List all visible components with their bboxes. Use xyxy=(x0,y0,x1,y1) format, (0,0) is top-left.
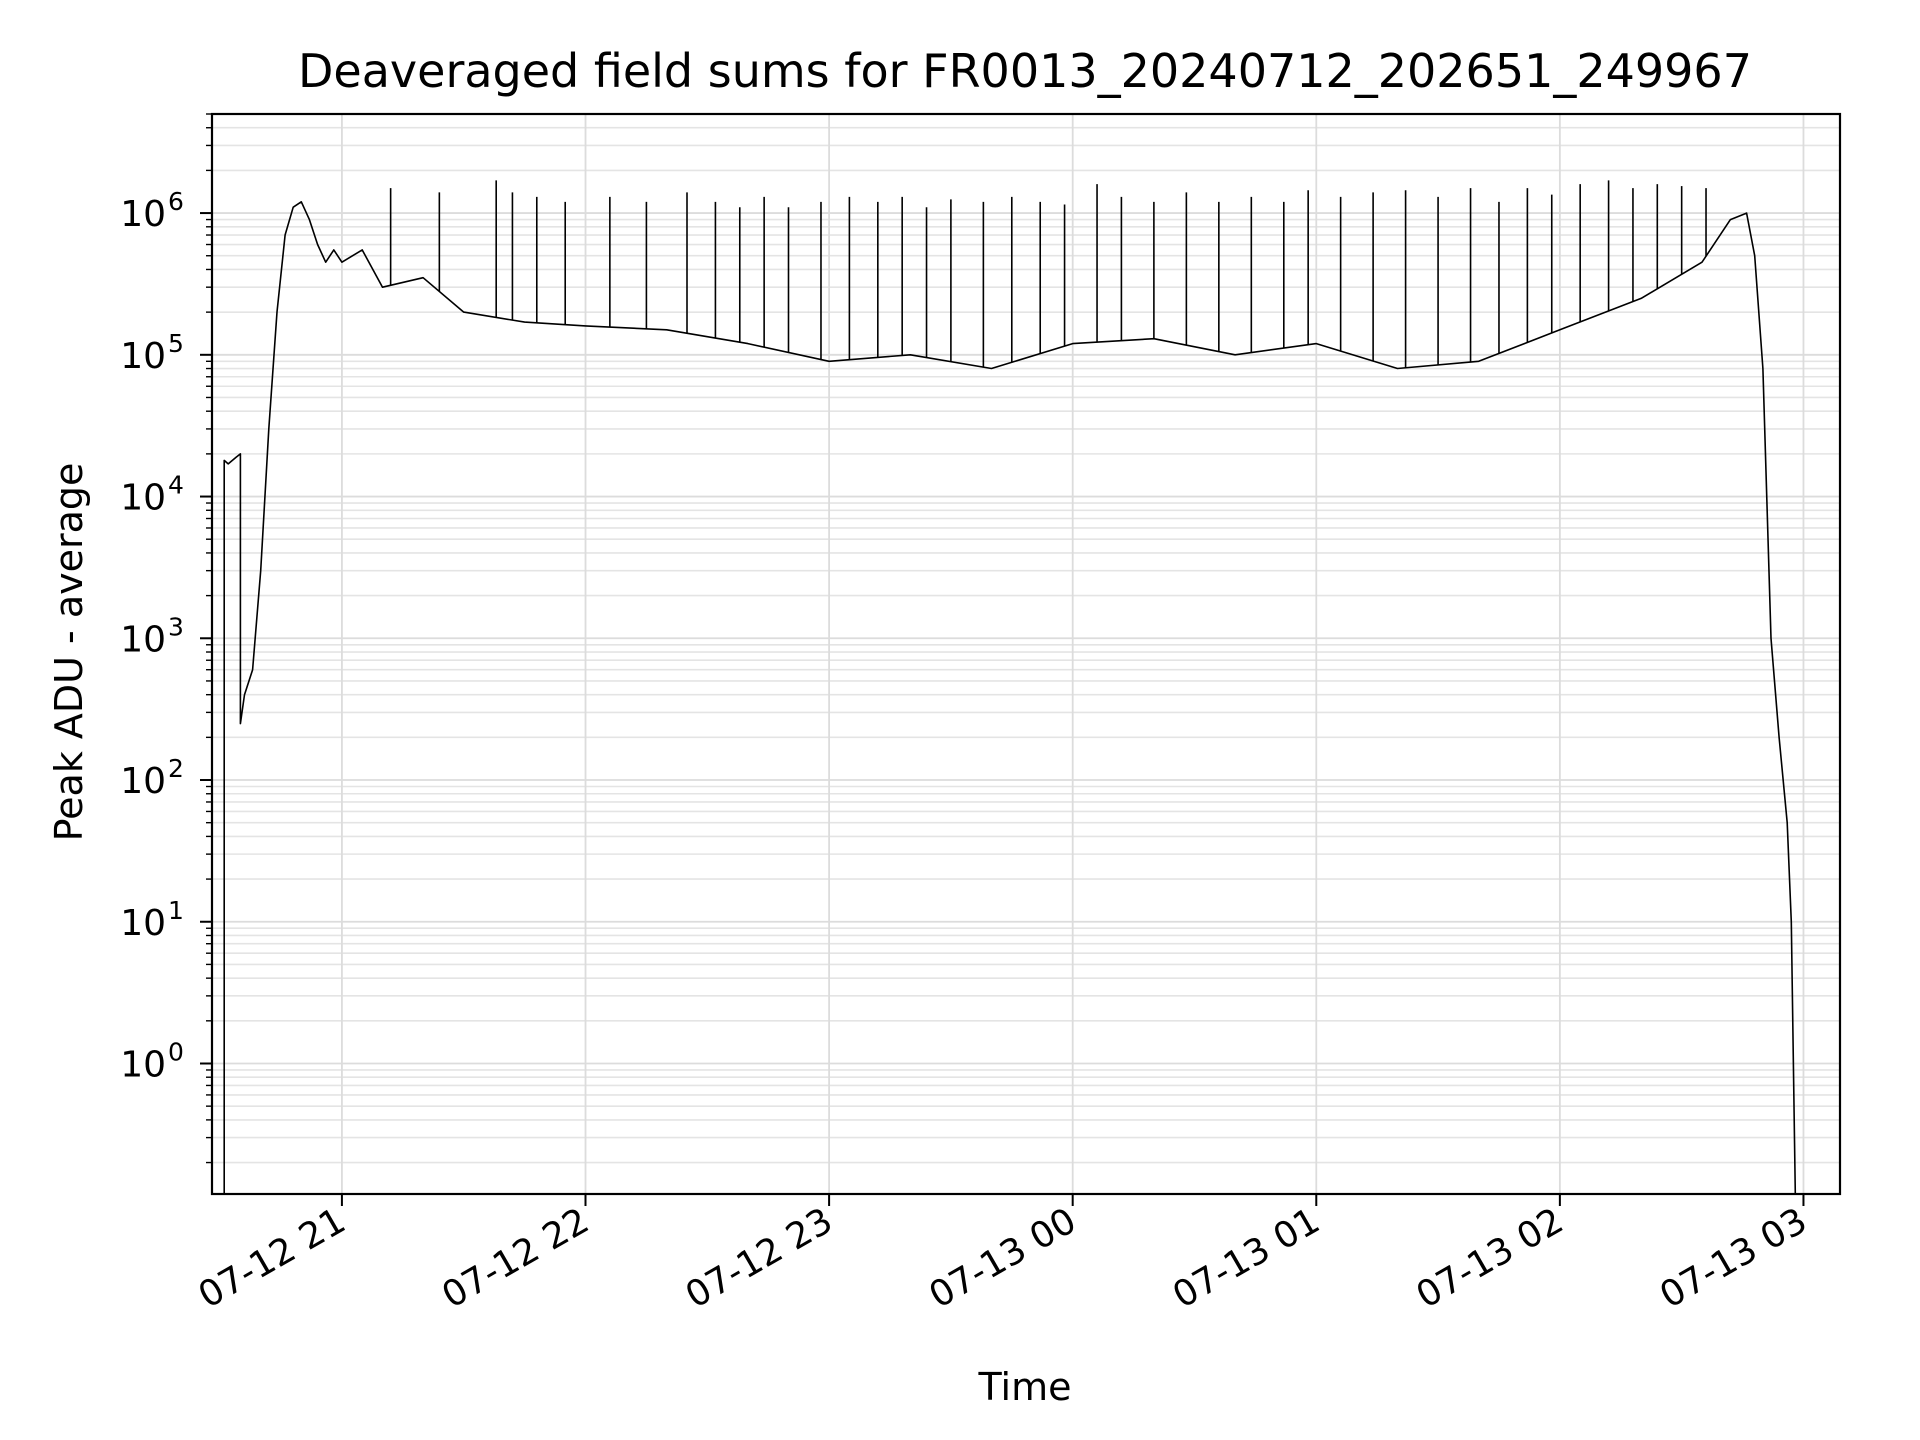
y-tick-label-exponent: 5 xyxy=(168,329,184,358)
plot-frame xyxy=(210,112,1842,1196)
y-tick-label: 10 xyxy=(120,478,166,519)
data-series xyxy=(223,180,1797,1195)
x-axis-label: Time xyxy=(978,1365,1072,1409)
y-tick-label: 10 xyxy=(120,1044,166,1085)
y-tick-label-exponent: 0 xyxy=(168,1037,184,1066)
y-tick-label-exponent: 2 xyxy=(168,754,184,783)
y-tick-label-exponent: 6 xyxy=(168,187,184,216)
y-tick-label: 10 xyxy=(120,336,166,377)
y-tick-label-exponent: 4 xyxy=(168,471,184,500)
y-tick-label: 10 xyxy=(120,194,166,235)
grid-lines xyxy=(212,113,1840,1194)
y-tick-label-exponent: 3 xyxy=(168,612,184,641)
y-tick-label: 10 xyxy=(120,903,166,944)
y-tick-label-exponent: 1 xyxy=(168,896,184,925)
series-line xyxy=(223,201,1797,1195)
y-tick-label: 10 xyxy=(120,619,166,660)
y-axis-label: Peak ADU - average xyxy=(47,463,91,842)
chart-title: Deaveraged field sums for FR0013_2024071… xyxy=(298,44,1752,98)
y-tick-label: 10 xyxy=(120,761,166,802)
